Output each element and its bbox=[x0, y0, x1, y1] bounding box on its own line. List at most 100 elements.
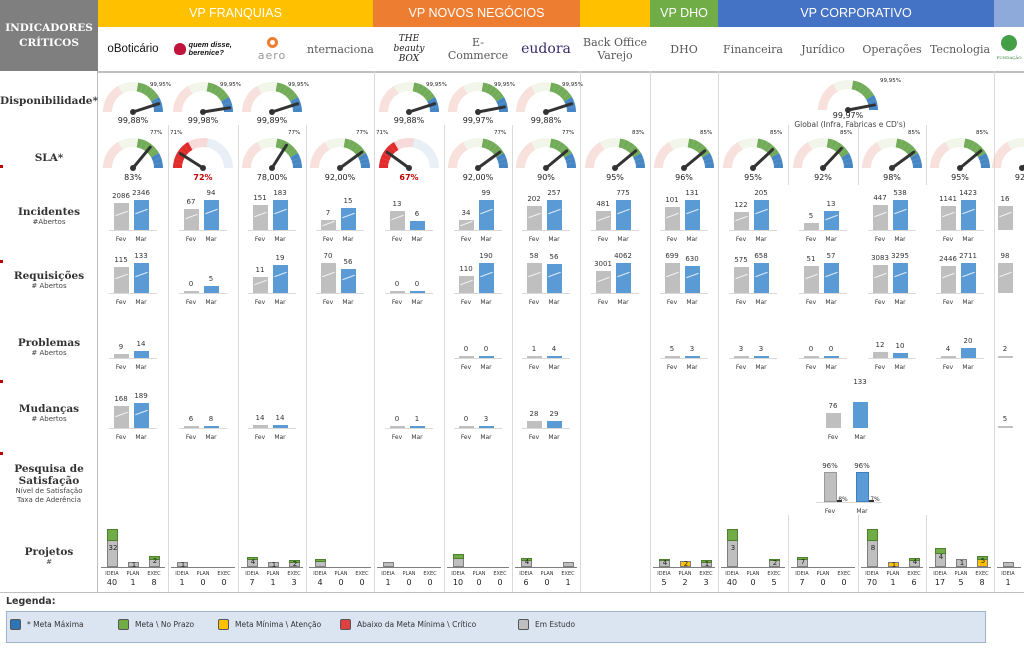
column-divider-5 bbox=[512, 125, 513, 592]
requisicoes-bar-fev-7 bbox=[596, 270, 611, 293]
projeto-baseline-11 bbox=[861, 567, 923, 568]
projeto-val-2-2: 3 bbox=[291, 578, 297, 587]
mudancas-lbl-mar-2: Mar bbox=[274, 434, 286, 441]
projeto-val-5-1: 0 bbox=[476, 578, 482, 587]
sub-header-label: Operações bbox=[862, 42, 922, 56]
projeto-key-4-1: PLAN bbox=[402, 571, 416, 577]
projeto-val-13-0: 1 bbox=[1005, 578, 1011, 587]
legend-swatch-2 bbox=[218, 619, 229, 630]
problemas-bar-mar-8 bbox=[685, 356, 700, 358]
projeto-bar-8-plan bbox=[680, 561, 691, 567]
problemas-val-mar-0: 14 bbox=[136, 340, 146, 348]
projeto-key-3-1: PLAN bbox=[334, 571, 348, 577]
problemas-bar-mar-11 bbox=[893, 353, 908, 358]
dispo-global-value: 99,97% bbox=[832, 111, 864, 120]
requisicoes-val-fev-9: 575 bbox=[734, 255, 748, 264]
requisicoes-val-mar-1: 5 bbox=[208, 274, 214, 283]
incidentes-lbl-fev-5: Fev bbox=[460, 236, 472, 243]
requisicoes-baseline-12 bbox=[936, 293, 984, 294]
requisicoes-bar-mar-11 bbox=[893, 263, 908, 293]
requisicoes-baseline-5 bbox=[454, 293, 502, 294]
problemas-lbl-mar-10: Mar bbox=[825, 364, 837, 371]
sla-value-6: 90% bbox=[537, 173, 555, 182]
legend-label-1: Meta \ No Prazo bbox=[135, 620, 195, 629]
incidentes-val-mar-3: 15 bbox=[343, 196, 353, 205]
problemas-lbl-fev-10: Fev bbox=[805, 364, 817, 371]
requisicoes-bar-fev-9 bbox=[734, 266, 749, 293]
projeto-baseline-4 bbox=[377, 567, 441, 568]
projeto-bar-11-plan bbox=[888, 562, 899, 567]
sub-header-13: FUNDAÇÃO bbox=[994, 27, 1024, 71]
sub-header-label: Back Office Varejo bbox=[583, 36, 647, 62]
incidentes-lbl-fev-7: Fev bbox=[597, 236, 609, 243]
mudancas-bar-mar-1 bbox=[204, 426, 219, 428]
sla-value-13: 92 bbox=[1014, 173, 1024, 182]
problemas-lbl-fev-12: Fev bbox=[942, 364, 954, 371]
dispo-gauge-3 bbox=[379, 82, 439, 115]
requisicoes-val-mar-11: 3295 bbox=[891, 252, 909, 260]
problemas-lbl-fev-6: Fev bbox=[528, 364, 540, 371]
incidentes-val-mar-12: 1423 bbox=[959, 189, 977, 197]
sla-value-11: 98% bbox=[883, 173, 901, 182]
incidentes-bar-fev-1 bbox=[184, 208, 199, 230]
requisicoes-lbl-fev-4: Fev bbox=[391, 299, 403, 306]
requisicoes-lbl-mar-8: Mar bbox=[686, 299, 698, 306]
requisicoes-bar-mar-2 bbox=[273, 264, 288, 293]
projeto-bar-green-0-2 bbox=[149, 555, 160, 560]
problemas-val-fev-6: 1 bbox=[531, 345, 537, 353]
projeto-bar-label-1-0: 1 bbox=[180, 560, 186, 569]
projeto-bar-4-ideia bbox=[383, 562, 394, 567]
projeto-key-12-2: EXEC bbox=[975, 571, 989, 577]
legend-label-3: Abaixo da Meta Mínima \ Crítico bbox=[357, 620, 477, 629]
sub-header-0: oBoticário bbox=[98, 27, 168, 71]
mudancas-baseline-2 bbox=[248, 428, 296, 429]
vp-header-3: VP DHO bbox=[650, 0, 718, 27]
vp-header-1: VP NOVOS NEGÓCIOS bbox=[373, 0, 580, 27]
pesquisa-aderencia-mar bbox=[869, 500, 874, 502]
sla-target-3: 77% bbox=[356, 130, 369, 136]
requisicoes-bar-fev-11 bbox=[873, 264, 888, 293]
projeto-bar-green-2-2 bbox=[289, 560, 300, 563]
sub-header-label: oBoticário bbox=[107, 42, 159, 55]
requisicoes-lbl-mar-11: Mar bbox=[894, 299, 906, 306]
incidentes-baseline-2 bbox=[248, 230, 296, 231]
projeto-baseline-3 bbox=[309, 567, 371, 568]
pesquisa-bar-fev bbox=[824, 472, 837, 502]
requisicoes-val-fev-2: 11 bbox=[255, 265, 265, 274]
projeto-baseline-1 bbox=[171, 567, 235, 568]
projeto-val-9-0: 40 bbox=[726, 578, 738, 587]
problemas-val-mar-10: 0 bbox=[828, 345, 834, 353]
incidentes-lbl-fev-2: Fev bbox=[254, 236, 266, 243]
mudancas-bar-fev-5 bbox=[459, 426, 474, 428]
requisicoes-val-mar-6: 56 bbox=[549, 253, 559, 262]
projeto-bar-green-11-0 bbox=[867, 529, 878, 541]
projeto-val-4-0: 1 bbox=[385, 578, 391, 587]
pesquisa-fev-sub: 8% bbox=[838, 496, 848, 503]
incidentes-val-mar-8: 131 bbox=[685, 189, 699, 197]
problemas-val-mar-9: 3 bbox=[758, 345, 764, 353]
incidentes-bar-mar-12 bbox=[961, 200, 976, 230]
incidentes-bar-fev-8 bbox=[665, 206, 680, 230]
mudancas-bar-fev-0 bbox=[114, 405, 129, 428]
mudancas-corp-bar-fev bbox=[826, 413, 841, 428]
requisicoes-bar-mar-8 bbox=[685, 265, 700, 293]
legend-title: Legenda: bbox=[6, 596, 56, 607]
requisicoes-val-fev-7: 3001 bbox=[594, 259, 612, 268]
sub-header-3: Internacional bbox=[306, 27, 374, 71]
dispo-global-target: 99,95% bbox=[880, 78, 901, 84]
dispo-value-1: 99,98% bbox=[187, 116, 219, 125]
incidentes-lbl-mar-3: Mar bbox=[342, 236, 354, 243]
sub-header-8: DHO bbox=[650, 27, 718, 71]
problemas-bar-fev-9 bbox=[734, 356, 749, 358]
projeto-val-11-1: 1 bbox=[890, 578, 896, 587]
projeto-key-6-0: IDEIA bbox=[519, 571, 533, 577]
dispo-target-1: 99,95% bbox=[220, 82, 241, 88]
problemas-bar-mar-10 bbox=[824, 356, 839, 358]
mudancas-lbl-fev-1: Fev bbox=[185, 434, 197, 441]
incidentes-val-fev-4: 13 bbox=[392, 199, 402, 208]
projeto-val-8-2: 3 bbox=[703, 578, 709, 587]
problemas-val-mar-11: 10 bbox=[895, 342, 905, 350]
requisicoes-bar-fev-12 bbox=[941, 265, 956, 293]
incidentes-lbl-mar-1: Mar bbox=[205, 236, 217, 243]
projeto-key-8-2: EXEC bbox=[699, 571, 713, 577]
